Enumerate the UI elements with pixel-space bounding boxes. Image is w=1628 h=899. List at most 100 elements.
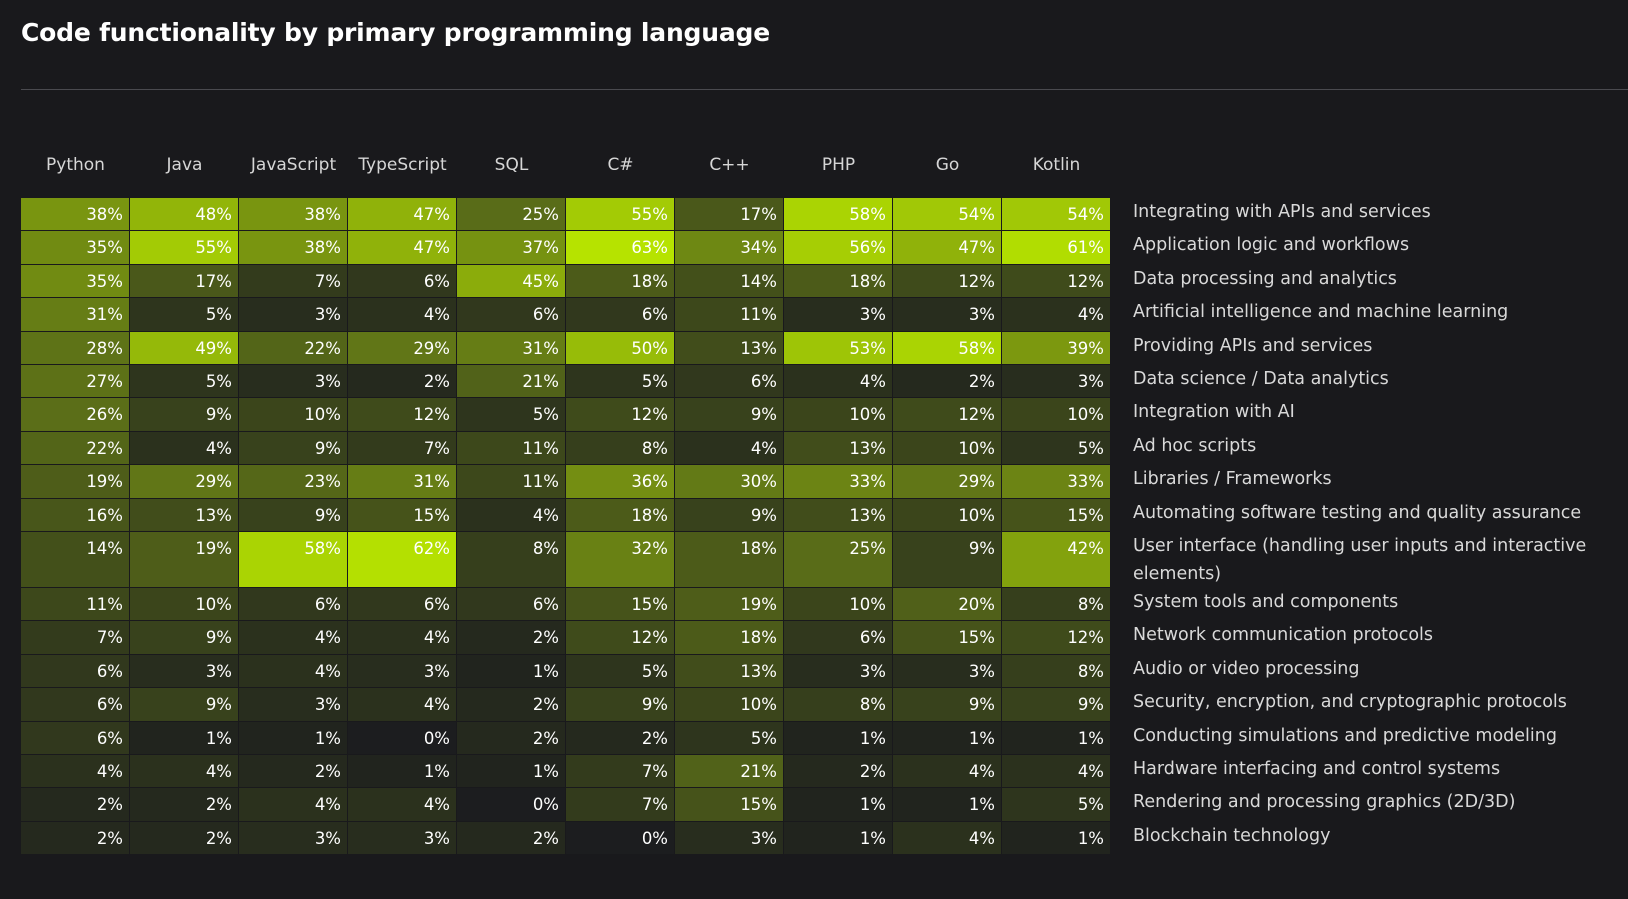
heatmap-cell: 5% (1002, 431, 1111, 466)
heatmap-cell: 13% (675, 654, 784, 689)
heatmap-cell: 31% (348, 465, 457, 499)
heatmap-cell: 10% (893, 431, 1002, 466)
heatmap-cell: 13% (675, 331, 784, 365)
heatmap-cell: 18% (566, 264, 675, 299)
heatmap-cell: 25% (457, 198, 566, 232)
heatmap-cell: 11% (457, 465, 566, 499)
heatmap-cell: 13% (784, 431, 893, 466)
heatmap-cell: 42% (1002, 532, 1111, 588)
heatmap-cell: 23% (239, 465, 348, 499)
heatmap-cell: 8% (457, 532, 566, 588)
row-label: User interface (handling user inputs and… (1133, 536, 1587, 584)
heatmap-cell: 11% (457, 431, 566, 466)
heatmap-cell: 7% (566, 755, 675, 789)
row-label: Data processing and analytics (1133, 268, 1397, 289)
heatmap-cell: 6% (21, 721, 130, 755)
row-label: Application logic and workflows (1133, 235, 1410, 256)
heatmap-cell: 25% (784, 532, 893, 588)
heatmap-cell: 29% (348, 331, 457, 365)
heatmap-cell: 9% (1002, 688, 1111, 722)
heatmap-cell: 14% (21, 532, 130, 588)
heatmap-cell: 38% (239, 231, 348, 265)
column-header-c-: C# (607, 155, 634, 175)
row-label: Integration with AI (1133, 402, 1295, 423)
row-label: Security, encryption, and cryptographic … (1133, 692, 1567, 713)
heatmap-cell: 1% (784, 721, 893, 755)
heatmap-cell: 61% (1002, 231, 1111, 265)
heatmap-cell: 13% (130, 498, 239, 532)
heatmap-cell: 9% (239, 431, 348, 466)
heatmap-cell: 31% (21, 298, 130, 332)
heatmap-cell: 6% (457, 298, 566, 332)
heatmap-cell: 48% (130, 198, 239, 232)
heatmap-cell: 36% (566, 465, 675, 499)
heatmap-cell: 2% (784, 755, 893, 789)
heatmap-cell: 1% (457, 755, 566, 789)
heatmap-cell: 5% (566, 654, 675, 689)
heatmap-cell: 5% (457, 398, 566, 432)
heatmap-cell: 4% (893, 755, 1002, 789)
heatmap-cell: 3% (239, 298, 348, 332)
heatmap-cell: 3% (239, 365, 348, 399)
heatmap-cell: 18% (675, 532, 784, 588)
heatmap-cell: 63% (566, 231, 675, 265)
heatmap-cell: 5% (130, 298, 239, 332)
heatmap-cell: 4% (348, 788, 457, 822)
heatmap-cell: 2% (239, 755, 348, 789)
heatmap-cell: 2% (457, 721, 566, 755)
heatmap-cell: 22% (21, 431, 130, 466)
heatmap-cell: 0% (457, 788, 566, 822)
heatmap-cell: 4% (21, 755, 130, 789)
row-label: Conducting simulations and predictive mo… (1133, 725, 1557, 746)
heatmap-cell: 10% (784, 588, 893, 622)
heatmap-cell: 3% (784, 298, 893, 332)
heatmap-cell: 1% (1002, 821, 1111, 856)
column-header-php: PHP (821, 155, 856, 175)
heatmap-cell: 1% (893, 788, 1002, 822)
heatmap-cell: 19% (21, 465, 130, 499)
heatmap-cell: 4% (130, 755, 239, 789)
heatmap-cell: 12% (566, 621, 675, 655)
heatmap-cell: 4% (130, 431, 239, 466)
heatmap-cell: 50% (566, 331, 675, 365)
title-divider (21, 89, 1628, 90)
heatmap-cell: 3% (893, 654, 1002, 689)
heatmap-cell: 2% (457, 621, 566, 655)
heatmap-cell: 4% (348, 621, 457, 655)
heatmap-cell: 20% (893, 588, 1002, 622)
heatmap-cell: 3% (239, 821, 348, 856)
heatmap-cell: 47% (348, 198, 457, 232)
heatmap-cell: 4% (1002, 755, 1111, 789)
row-label: Data science / Data analytics (1133, 369, 1389, 389)
heatmap-cell: 1% (130, 721, 239, 755)
heatmap-cell: 9% (130, 398, 239, 432)
chart-title: Code functionality by primary programmin… (21, 18, 770, 47)
row-label: Artificial intelligence and machine lear… (1133, 302, 1509, 323)
column-header-c-: C++ (709, 155, 750, 175)
heatmap-cell: 9% (675, 498, 784, 532)
heatmap-cell: 15% (1002, 498, 1111, 532)
heatmap-cell: 17% (675, 198, 784, 232)
heatmap-cell: 32% (566, 532, 675, 588)
heatmap-cell: 38% (21, 198, 130, 232)
heatmap-cell: 30% (675, 465, 784, 499)
heatmap-cell: 2% (21, 821, 130, 856)
heatmap-cell: 8% (1002, 588, 1111, 622)
heatmap-cell: 8% (1002, 654, 1111, 689)
heatmap-cell: 3% (784, 654, 893, 689)
heatmap-cell: 12% (893, 398, 1002, 432)
heatmap-cell: 4% (348, 298, 457, 332)
heatmap-cell: 4% (1002, 298, 1111, 332)
heatmap-cell: 8% (566, 431, 675, 466)
heatmap-cell: 1% (457, 654, 566, 689)
heatmap-cell: 54% (893, 198, 1002, 232)
heatmap-cell: 39% (1002, 331, 1111, 365)
heatmap-cell: 6% (21, 654, 130, 689)
heatmap-cell: 47% (348, 231, 457, 265)
heatmap-cell: 58% (239, 532, 348, 588)
heatmap-cell: 27% (21, 365, 130, 399)
heatmap-cell: 5% (675, 721, 784, 755)
heatmap-cell: 2% (457, 688, 566, 722)
heatmap-cell: 4% (348, 688, 457, 722)
heatmap-cell: 15% (566, 588, 675, 622)
